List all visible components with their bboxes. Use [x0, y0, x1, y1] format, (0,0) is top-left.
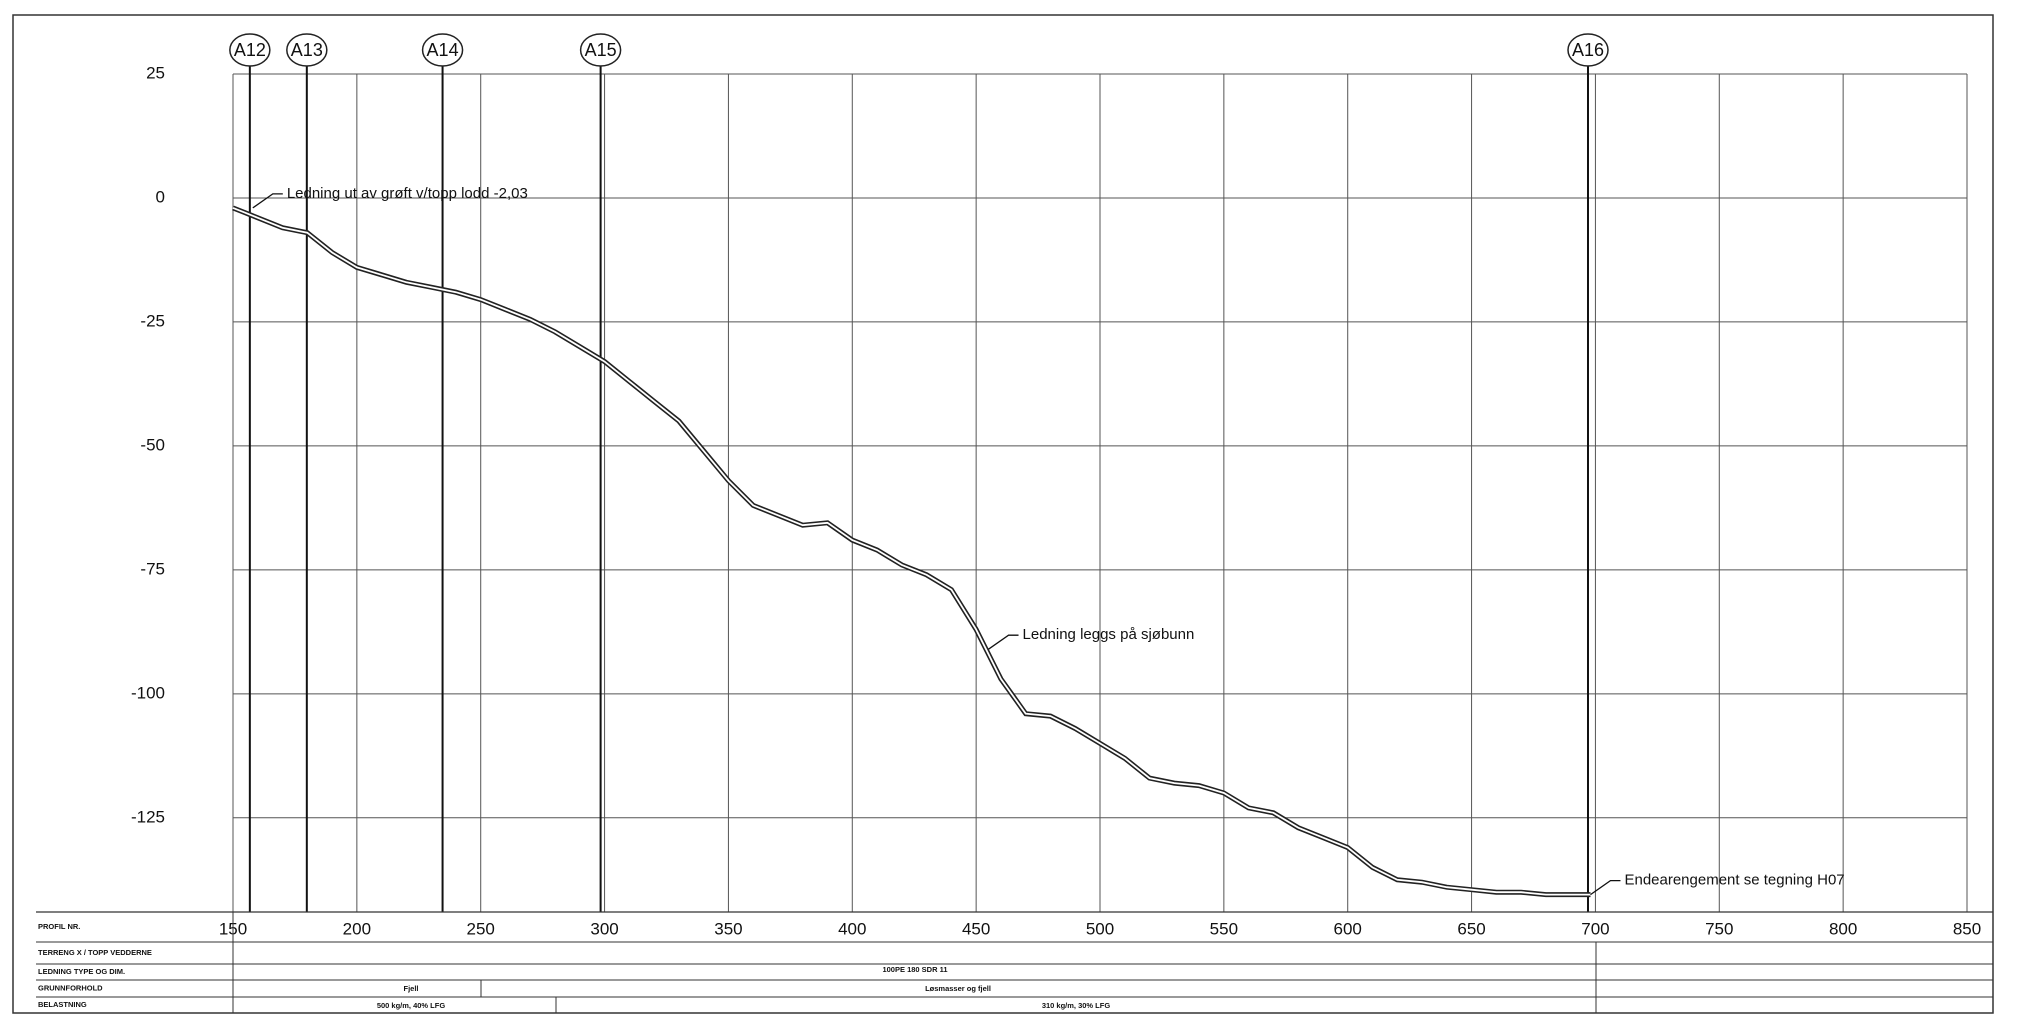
row-label: PROFIL NR.: [38, 922, 80, 931]
y-tick-label: 0: [156, 187, 165, 206]
annotation-leader: [252, 193, 283, 209]
x-tick-label: 800: [1829, 919, 1857, 938]
marker-label: A15: [585, 40, 617, 60]
ground: Løsmasser og fjell: [925, 984, 991, 993]
marker-label: A13: [291, 40, 323, 60]
y-tick-label: -125: [131, 807, 165, 826]
x-tick-label: 700: [1581, 919, 1609, 938]
y-tick-label: -100: [131, 683, 165, 702]
y-tick-label: -75: [140, 559, 165, 578]
profile-line: [232, 205, 1591, 898]
x-tick-label: 650: [1457, 919, 1485, 938]
x-tick-label: 400: [838, 919, 866, 938]
x-tick-label: 850: [1953, 919, 1981, 938]
x-tick-label: 300: [590, 919, 618, 938]
annotation-leader: [1590, 879, 1621, 896]
x-tick-label: 550: [1210, 919, 1238, 938]
marker-label: A12: [234, 40, 266, 60]
x-tick-label: 500: [1086, 919, 1114, 938]
row-label: LEDNING TYPE OG DIM.: [38, 967, 125, 976]
marker-label: A14: [427, 40, 459, 60]
y-tick-label: 25: [146, 63, 165, 82]
x-tick-label: 250: [467, 919, 495, 938]
marker-bubble: [579, 33, 622, 67]
x-tick-label: 450: [962, 919, 990, 938]
row-label: BELASTNING: [38, 1000, 87, 1009]
marker-bubble: [286, 33, 328, 67]
annotation: Endearengement se tegning H07: [1624, 872, 1844, 889]
frame: [12, 14, 1994, 1014]
ground: Fjell: [403, 984, 418, 993]
y-tick-label: -50: [140, 435, 165, 454]
load: 500 kg/m, 40% LFG: [377, 1001, 446, 1010]
x-tick-label: 750: [1705, 919, 1733, 938]
marker-bubble: [421, 33, 464, 67]
marker-bubble: [1567, 33, 1609, 67]
annotation-leader: [988, 634, 1019, 650]
pipe-type: 100PE 180 SDR 11: [882, 965, 947, 974]
x-tick-label: 600: [1334, 919, 1362, 938]
x-tick-label: 350: [714, 919, 742, 938]
y-tick-label: -25: [140, 311, 165, 330]
load: 310 kg/m, 30% LFG: [1042, 1001, 1111, 1010]
annotation: Ledning leggs på sjøbunn: [1023, 626, 1195, 643]
profile-line-inner: [232, 207, 1591, 896]
x-tick-label: 200: [343, 919, 371, 938]
marker-bubble: [229, 33, 271, 67]
row-label: GRUNNFORHOLD: [38, 983, 103, 992]
annotation: Ledning ut av grøft v/topp lodd -2,03: [287, 185, 528, 202]
marker-label: A16: [1572, 40, 1604, 60]
row-label: TERRENG X / TOPP VEDDERNE: [38, 948, 152, 957]
